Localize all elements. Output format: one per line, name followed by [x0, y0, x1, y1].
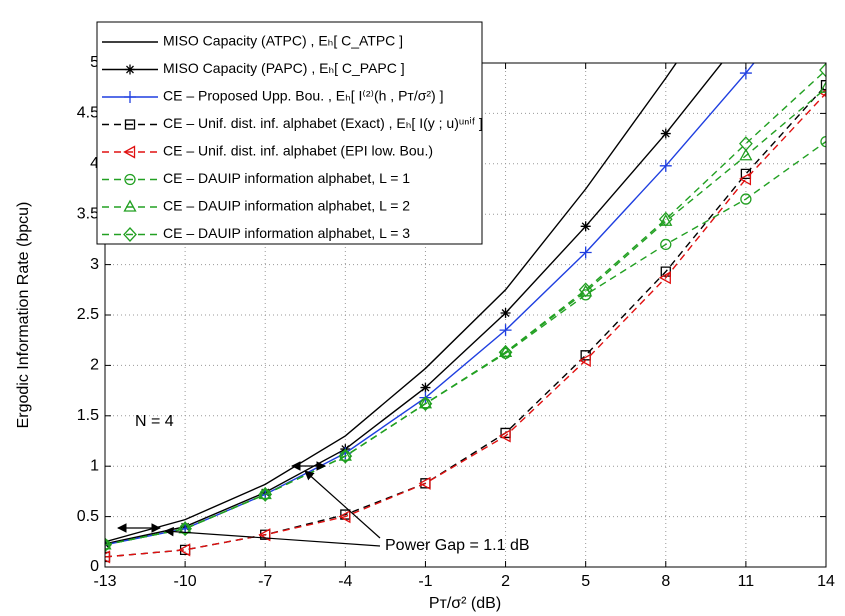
marker [124, 173, 136, 186]
marker [124, 119, 136, 130]
legend-label: MISO Capacity (PAPC) , Eₕ[ C_PAPC ] [163, 60, 405, 76]
series-line [105, 63, 678, 543]
marker [178, 543, 191, 557]
marker [578, 282, 593, 298]
y-tick-label: 0.5 [77, 508, 99, 525]
x-tick-label: -10 [174, 573, 197, 590]
x-tick-label: 5 [581, 573, 590, 590]
marker [739, 136, 753, 152]
ticks: 0 0.5 1 1.5 2 2.5 3 3.5 4 4.5 5 -13 -10 -7 -4 -1 2 5 8 11 14 [77, 54, 835, 590]
marker [258, 486, 273, 502]
marker [498, 344, 513, 357]
x-tick-label: -1 [418, 573, 432, 590]
y-tick-label: 2 [90, 357, 99, 374]
x-tick-label: -7 [258, 573, 272, 590]
marker [125, 64, 135, 75]
y-tick-label: 1 [90, 457, 99, 474]
legend-label: CE – DAUIP information alphabet, L = 3 [163, 225, 410, 241]
marker [660, 128, 671, 139]
legend-box [96, 21, 483, 245]
lines [105, 28, 826, 564]
marker [820, 136, 826, 148]
marker [420, 382, 431, 393]
marker [580, 221, 591, 232]
marker [178, 521, 192, 537]
annotation: Power Gap = 1.1 dB [385, 537, 530, 554]
marker [418, 476, 431, 490]
legend-label: CE – Proposed Upp. Bou. , Eₕ[ I⁽²⁾(h , P… [163, 88, 443, 104]
y-axis-label: Ergodic Information Rate (bpcu) [15, 202, 32, 429]
y-tick-label: 4 [90, 155, 99, 172]
x-tick-label: 8 [661, 573, 670, 590]
marker [123, 145, 136, 159]
marker [338, 510, 351, 524]
y-tick-label: 1.5 [77, 407, 99, 424]
legend-label: CE – DAUIP information alphabet, L = 2 [163, 198, 410, 214]
marker [660, 238, 672, 251]
marker [498, 344, 513, 360]
marker [658, 211, 673, 227]
x-tick-label: 11 [738, 573, 755, 590]
gap-arrows [117, 461, 381, 547]
marker [499, 324, 512, 337]
marker [739, 148, 753, 161]
legend: MISO Capacity (ATPC) , Eₕ[ C_ATPC ] MISO … [96, 21, 483, 245]
marker [105, 550, 111, 564]
marker [659, 159, 672, 172]
marker [123, 227, 137, 242]
marker [819, 63, 826, 78]
marker [105, 539, 111, 551]
x-tick-label: 2 [501, 573, 510, 590]
marker [578, 353, 591, 367]
y-tick-label: 0 [90, 558, 99, 575]
marker [820, 80, 826, 91]
y-tick-label: 4.5 [77, 105, 99, 122]
marker [658, 271, 671, 285]
x-tick-label: -13 [93, 573, 116, 590]
series-line [105, 69, 826, 546]
marker [418, 396, 433, 409]
marker [498, 429, 511, 443]
legend-label: CE – Unif. dist. inf. alphabet (EPI low.… [163, 143, 433, 159]
y-tick-label: 2.5 [77, 306, 99, 323]
legend-label: MISO Capacity (ATPC) , Eₕ[ C_ATPC ] [163, 33, 403, 49]
series-line [105, 92, 826, 558]
marker [819, 80, 826, 93]
marker [124, 91, 136, 103]
marker [739, 67, 752, 80]
y-tick-label: 3.5 [77, 205, 99, 222]
x-tick-label: 14 [817, 573, 835, 590]
y-tick-label: 3 [90, 256, 99, 273]
marker [739, 172, 752, 186]
marker [105, 537, 112, 553]
marker [418, 396, 433, 412]
marker [338, 448, 352, 461]
annotation: N = 4 [135, 413, 174, 430]
marker [741, 28, 751, 38]
legend-label: CE – DAUIP information alphabet, L = 1 [163, 170, 410, 186]
marker [579, 246, 592, 259]
series-line [105, 63, 723, 545]
x-tick-label: -4 [338, 573, 352, 590]
legend-label: CE – Unif. dist. inf. alphabet (Exact) ,… [163, 115, 483, 131]
marker [123, 199, 137, 212]
marker [500, 307, 511, 318]
y-tick-label: 5 [90, 54, 99, 71]
x-axis-label: Pᴛ/σ² (dB) [429, 595, 501, 612]
marker [740, 193, 752, 205]
marker [338, 448, 353, 464]
